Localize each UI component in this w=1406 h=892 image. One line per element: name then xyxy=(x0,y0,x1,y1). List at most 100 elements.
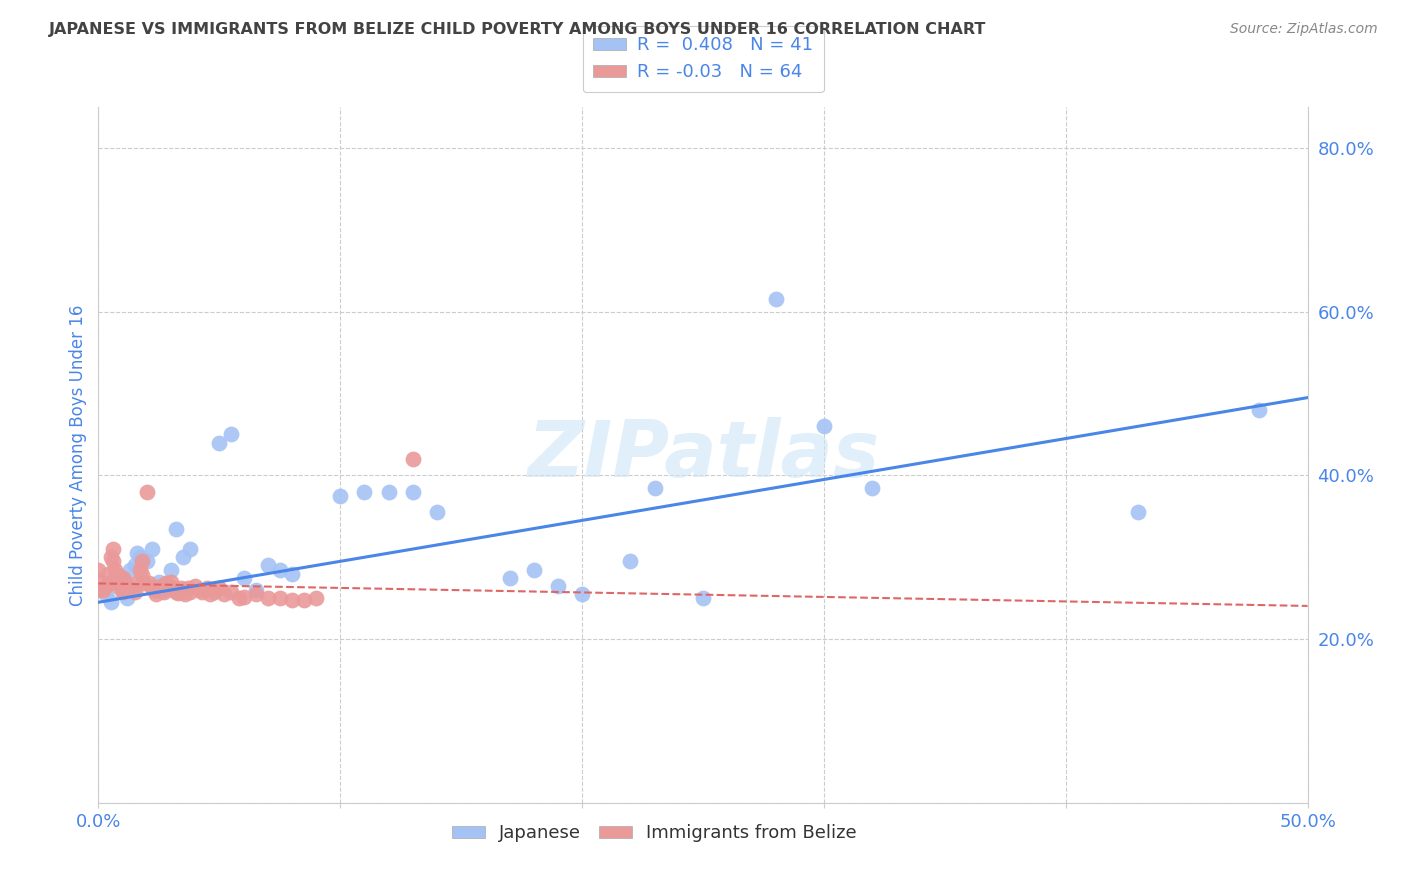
Point xyxy=(198,587,221,601)
Point xyxy=(148,582,170,597)
Point xyxy=(269,591,291,606)
Point xyxy=(245,582,267,597)
Point xyxy=(111,584,134,599)
Point xyxy=(143,582,166,597)
Point xyxy=(128,550,150,565)
Point xyxy=(104,562,127,576)
Point xyxy=(91,582,114,597)
Point xyxy=(402,484,425,499)
Point xyxy=(547,579,569,593)
Point xyxy=(498,571,520,585)
Point xyxy=(118,582,141,596)
Point xyxy=(692,591,714,606)
Point xyxy=(141,582,163,596)
Point xyxy=(619,554,641,568)
Point xyxy=(1249,403,1271,417)
Point xyxy=(101,542,124,557)
Point xyxy=(108,571,131,585)
Text: JAPANESE VS IMMIGRANTS FROM BELIZE CHILD POVERTY AMONG BOYS UNDER 16 CORRELATION: JAPANESE VS IMMIGRANTS FROM BELIZE CHILD… xyxy=(49,22,987,37)
Point xyxy=(377,484,399,499)
Point xyxy=(184,579,207,593)
Text: ZIPatlas: ZIPatlas xyxy=(527,417,879,493)
Point xyxy=(94,579,117,593)
Point xyxy=(191,584,214,599)
Point xyxy=(131,554,153,568)
Point xyxy=(114,574,136,589)
Point xyxy=(860,481,883,495)
Point xyxy=(174,587,197,601)
Point xyxy=(152,582,174,597)
Point xyxy=(305,591,328,606)
Point xyxy=(100,550,122,565)
Point xyxy=(523,562,546,576)
Point xyxy=(97,576,120,591)
Point xyxy=(353,484,375,499)
Point xyxy=(281,592,304,607)
Point xyxy=(111,582,134,597)
Point xyxy=(135,484,157,499)
Point xyxy=(150,579,173,593)
Point xyxy=(101,554,124,568)
Point xyxy=(165,584,187,599)
Text: Source: ZipAtlas.com: Source: ZipAtlas.com xyxy=(1230,22,1378,37)
Point xyxy=(212,587,235,601)
Point xyxy=(141,542,163,557)
Point xyxy=(292,592,315,607)
Point xyxy=(571,587,593,601)
Point xyxy=(131,568,153,582)
Point xyxy=(221,427,243,442)
Point xyxy=(118,562,141,576)
Point xyxy=(138,576,160,591)
Point xyxy=(208,435,231,450)
Point xyxy=(160,562,183,576)
Point xyxy=(87,562,110,576)
Legend: Japanese, Immigrants from Belize: Japanese, Immigrants from Belize xyxy=(446,817,865,849)
Point xyxy=(117,591,139,606)
Point xyxy=(329,489,352,503)
Point xyxy=(107,568,129,582)
Point xyxy=(121,582,143,597)
Point xyxy=(107,574,129,589)
Point xyxy=(135,554,157,568)
Point xyxy=(87,582,110,597)
Point xyxy=(145,587,167,601)
Point xyxy=(134,576,156,591)
Point xyxy=(152,584,174,599)
Point xyxy=(167,586,190,600)
Point xyxy=(117,579,139,593)
Point xyxy=(124,584,146,599)
Point xyxy=(148,574,170,589)
Point xyxy=(232,590,254,604)
Point xyxy=(108,582,131,596)
Point xyxy=(765,293,787,307)
Point xyxy=(281,566,304,581)
Point xyxy=(426,505,449,519)
Point xyxy=(204,584,226,599)
Point xyxy=(269,562,291,576)
Point xyxy=(256,591,278,606)
Point xyxy=(195,582,218,596)
Point xyxy=(127,546,149,560)
Point xyxy=(172,550,194,565)
Point xyxy=(172,585,194,599)
Point xyxy=(155,576,177,591)
Point xyxy=(177,582,200,596)
Point xyxy=(402,452,425,467)
Point xyxy=(1128,505,1150,519)
Y-axis label: Child Poverty Among Boys Under 16: Child Poverty Among Boys Under 16 xyxy=(69,304,87,606)
Point xyxy=(169,582,191,596)
Point xyxy=(245,587,267,601)
Point xyxy=(644,481,666,495)
Point xyxy=(256,558,278,573)
Point xyxy=(94,587,117,601)
Point xyxy=(128,562,150,576)
Point xyxy=(188,582,211,597)
Point xyxy=(87,573,110,587)
Point xyxy=(124,558,146,573)
Point xyxy=(232,571,254,585)
Point xyxy=(111,571,134,585)
Point xyxy=(162,582,184,596)
Point xyxy=(100,595,122,609)
Point xyxy=(221,584,243,599)
Point xyxy=(179,584,201,599)
